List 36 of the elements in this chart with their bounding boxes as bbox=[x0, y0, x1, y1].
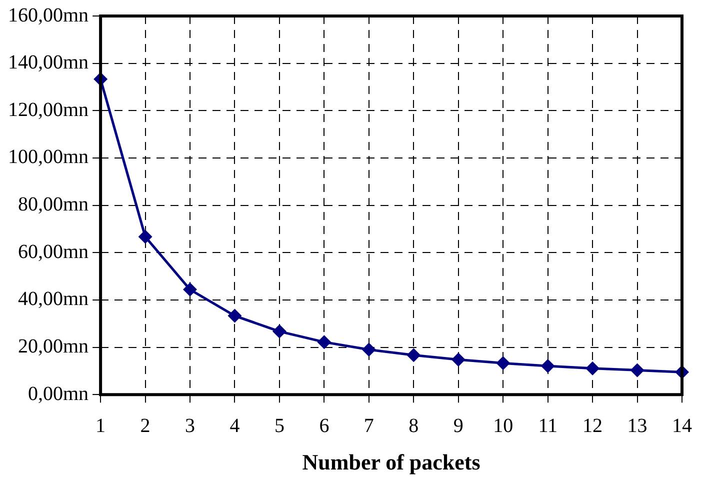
x-tick-label: 9 bbox=[453, 414, 464, 437]
x-tick-label: 5 bbox=[274, 414, 284, 437]
y-tick-label: 60,00mn bbox=[18, 240, 89, 263]
point bbox=[406, 348, 421, 362]
point bbox=[183, 282, 198, 297]
x-axis-title: Number of packets bbox=[302, 449, 481, 474]
point bbox=[228, 308, 242, 323]
point bbox=[586, 361, 600, 376]
y-tick-label: 100,00mn bbox=[8, 146, 89, 168]
point bbox=[630, 363, 644, 378]
point bbox=[496, 356, 510, 370]
x-tick-label: 1 bbox=[96, 414, 106, 437]
point bbox=[362, 342, 376, 357]
x-tick-label: 6 bbox=[319, 414, 330, 437]
point bbox=[451, 352, 466, 367]
x-tick-label: 7 bbox=[364, 414, 374, 437]
point bbox=[540, 358, 555, 373]
y-tick-label: 140,00mn bbox=[8, 52, 89, 74]
y-tick-label: 0,00mn bbox=[28, 382, 89, 405]
x-tick-label: 2 bbox=[140, 414, 150, 437]
y-tick-label: 160,00mn bbox=[8, 4, 89, 26]
x-tick-label: 8 bbox=[408, 414, 419, 437]
x-tick-label: 11 bbox=[538, 414, 558, 437]
y-tick-label: 120,00mn bbox=[8, 98, 89, 121]
point bbox=[138, 230, 152, 244]
x-tick-label: 4 bbox=[230, 414, 240, 437]
y-tick-label: 40,00mn bbox=[18, 288, 89, 310]
x-tick-label: 3 bbox=[185, 414, 196, 437]
x-tick-label: 12 bbox=[582, 414, 603, 437]
y-tick-label: 20,00mn bbox=[18, 336, 89, 358]
y-tick-label: 80,00mn bbox=[18, 194, 89, 216]
point bbox=[317, 335, 332, 350]
x-tick-label: 10 bbox=[493, 414, 514, 437]
x-tick-label: 13 bbox=[627, 414, 648, 437]
x-tick-label: 14 bbox=[672, 414, 692, 437]
point bbox=[272, 324, 286, 338]
